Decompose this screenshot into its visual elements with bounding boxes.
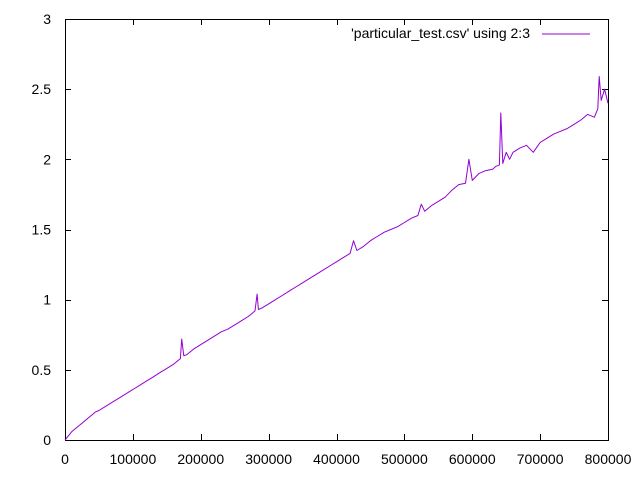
series-layer [64,76,609,441]
y-tick-label: 2 [43,151,51,167]
legend-label: 'particular_test.csv' using 2:3 [351,25,530,41]
series-line [64,76,609,441]
x-tick-label: 0 [61,451,69,467]
x-tick-label: 600000 [449,451,496,467]
y-tick-label: 0 [43,432,51,448]
x-tick-label: 700000 [517,451,564,467]
axis-ticks [65,19,609,441]
x-tick-label: 200000 [177,451,224,467]
y-tick-label: 3 [43,11,51,27]
y-tick-label: 1 [43,292,51,308]
y-tick-label: 2.5 [32,81,52,97]
x-tick-label: 100000 [110,451,157,467]
legend: 'particular_test.csv' using 2:3 [351,25,590,41]
x-tick-label: 800000 [585,451,632,467]
y-tick-label: 0.5 [32,362,52,378]
axis-tick-labels: 0 100000 200000 300000 400000 500000 600000 700… [32,11,632,467]
y-tick-label: 1.5 [32,222,52,238]
plot-frame [65,19,609,441]
x-tick-label: 500000 [381,451,428,467]
x-tick-label: 400000 [313,451,360,467]
x-tick-label: 300000 [245,451,292,467]
